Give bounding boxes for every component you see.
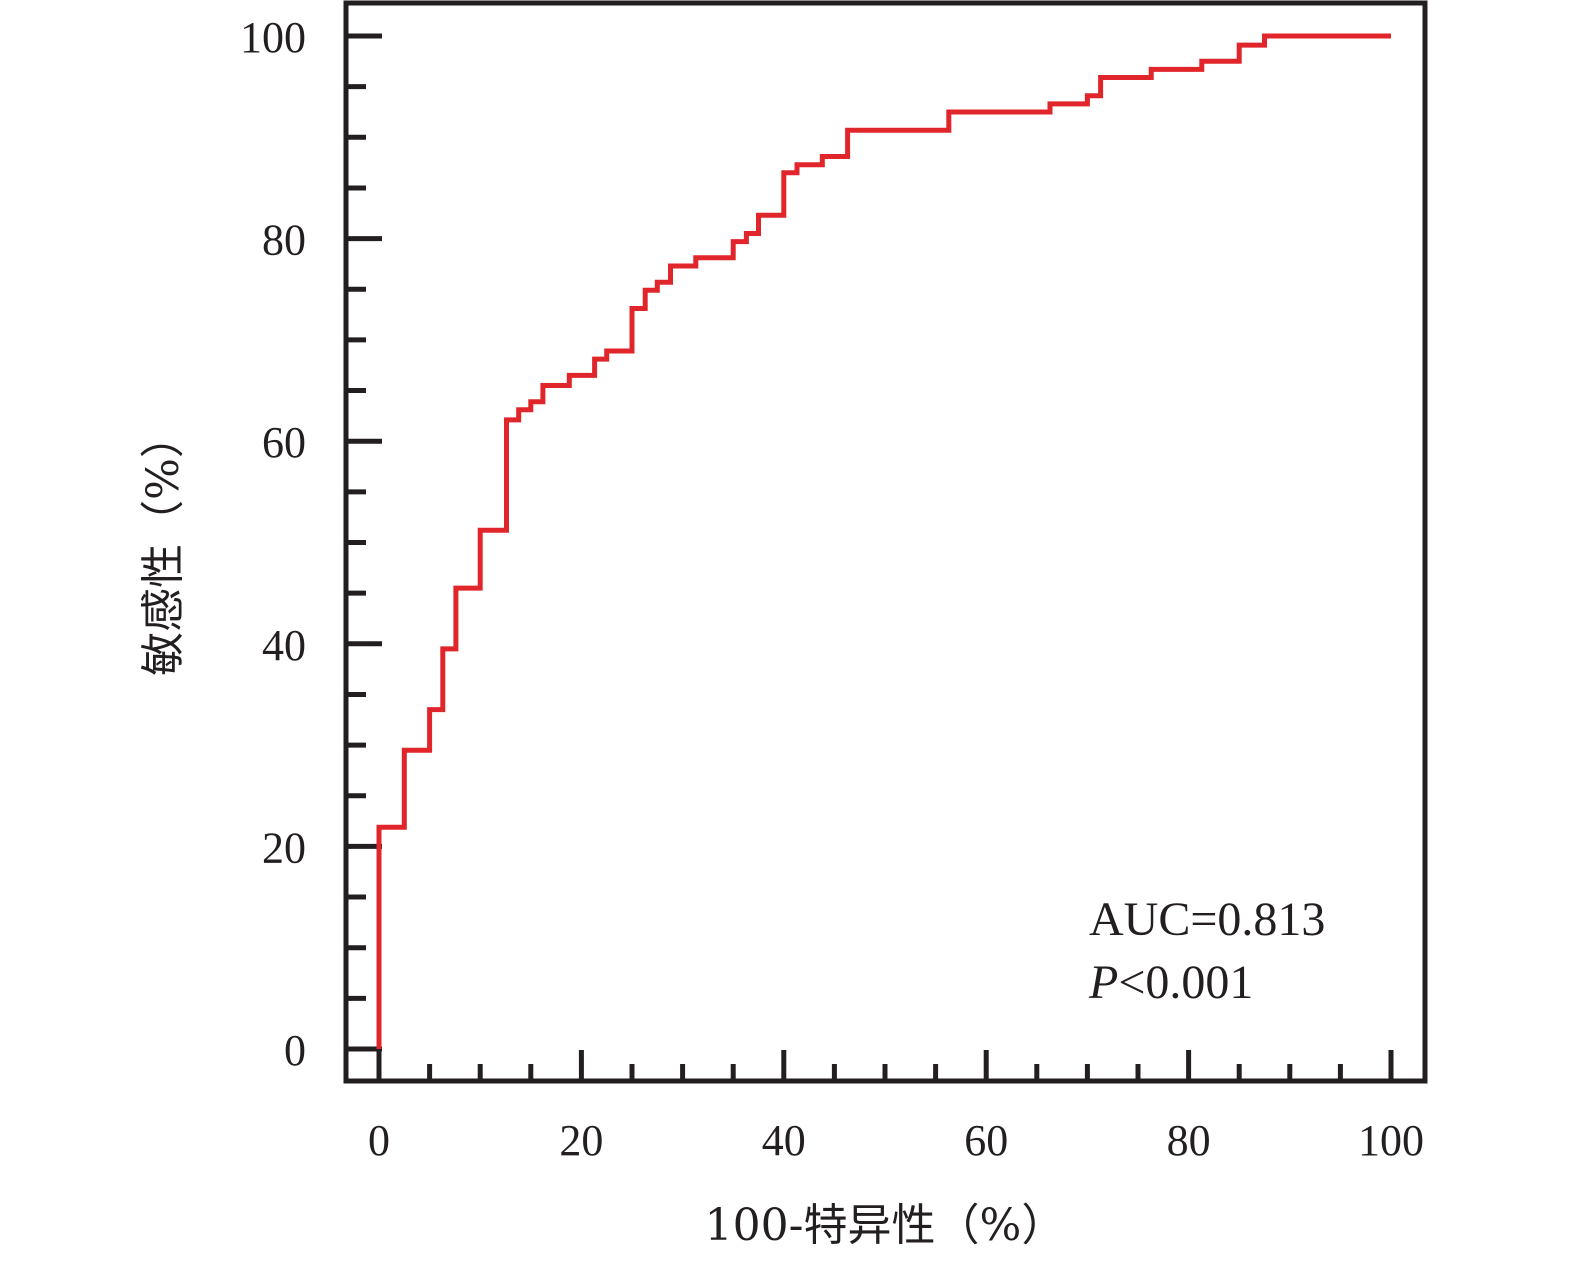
auc-annotation: AUC=0.813: [1089, 893, 1325, 946]
p-symbol: P: [1088, 956, 1118, 1009]
x-tick-label: 60: [964, 1116, 1008, 1165]
p-value-annotation: P<0.001: [1088, 956, 1253, 1009]
x-tick-label: 0: [368, 1116, 390, 1165]
curve-layer: [376, 33, 1391, 1049]
y-tick-label: 100: [240, 13, 306, 62]
y-tick-label: 20: [262, 823, 306, 872]
y-tick-label: 60: [262, 418, 306, 467]
y-axis-label: 敏感性（%）: [138, 414, 189, 676]
y-tick-label: 80: [262, 216, 306, 265]
x-tick-label: 20: [559, 1116, 603, 1165]
roc-curve: [376, 33, 1391, 1049]
plot-frame: [343, 0, 1428, 1084]
ticks-layer: 0 20 40 60 80 100 0 20 40 60 80 100: [240, 13, 1424, 1165]
y-tick-label: 40: [262, 621, 306, 670]
y-tick-label: 0: [284, 1026, 306, 1075]
x-tick-label: 80: [1167, 1116, 1211, 1165]
p-threshold: <0.001: [1118, 956, 1253, 1009]
x-axis-label: 100-特异性（%）: [705, 1200, 1066, 1251]
x-tick-label: 100: [1358, 1116, 1424, 1165]
x-tick-label: 40: [762, 1116, 806, 1165]
